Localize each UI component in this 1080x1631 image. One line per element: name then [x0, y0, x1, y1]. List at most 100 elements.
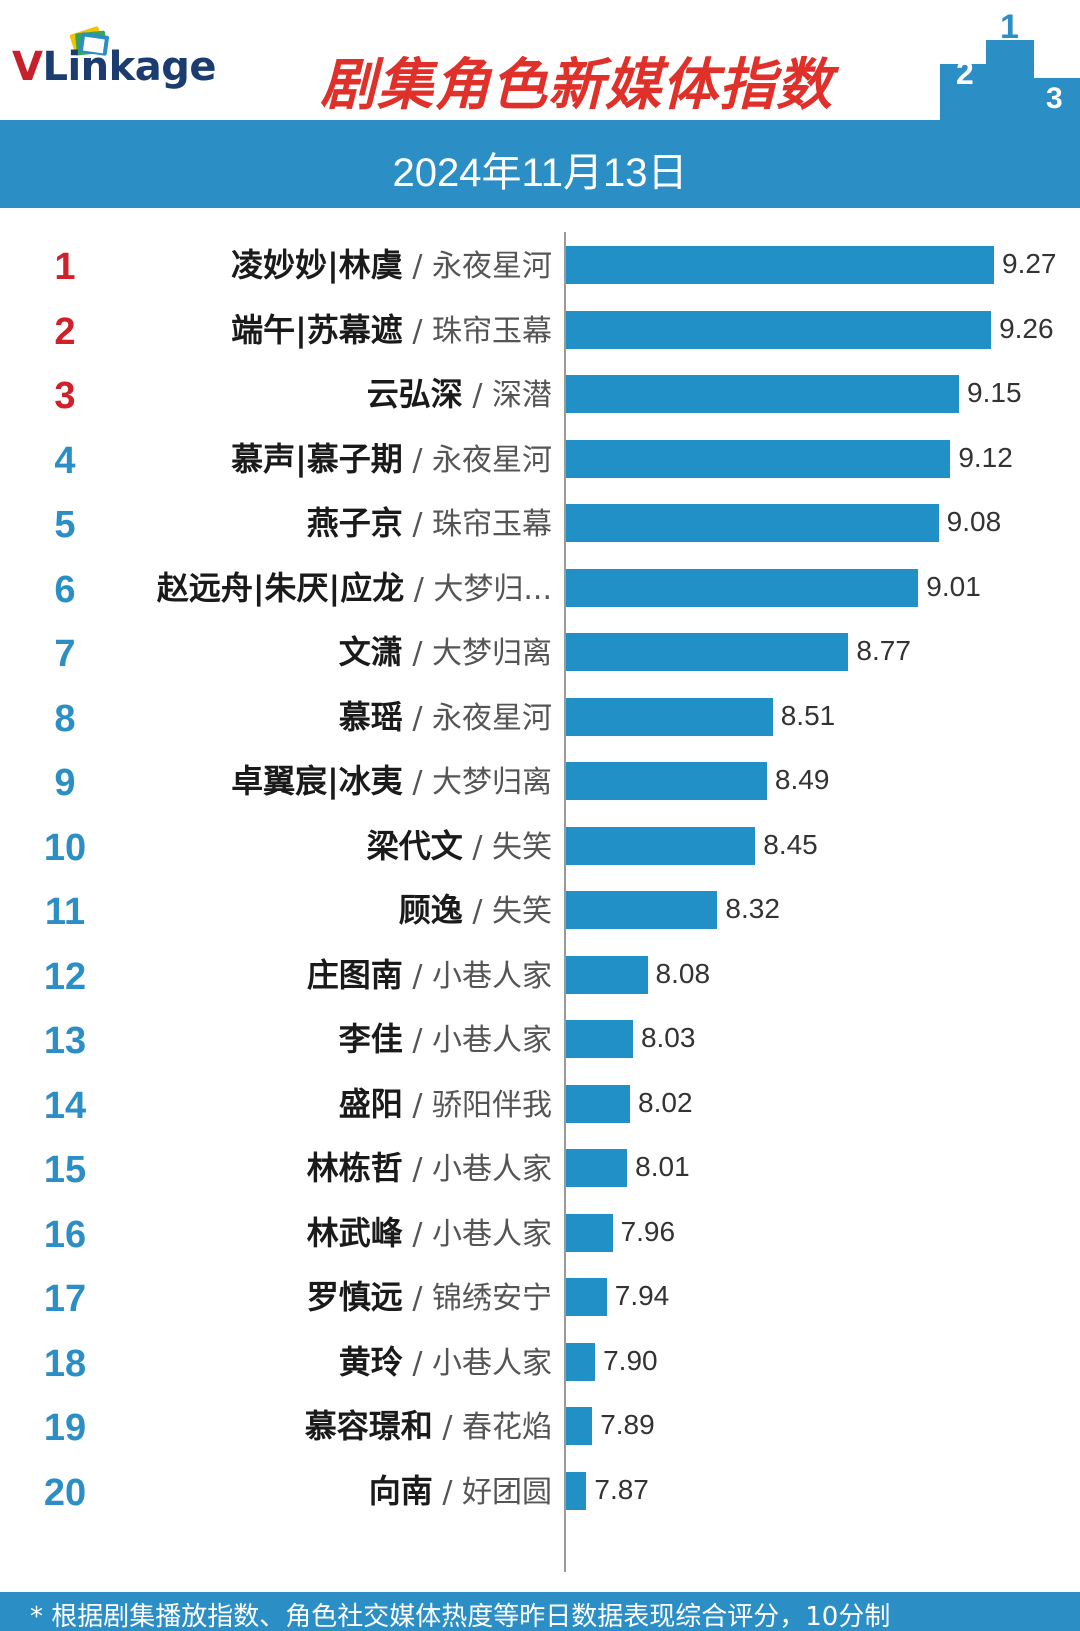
character-name: 向南: [368, 1471, 433, 1510]
label-separator: /: [462, 829, 492, 865]
chart-axis-line: [564, 232, 566, 1572]
value-label: 9.08: [946, 506, 1002, 537]
date-banner: [0, 120, 1080, 208]
show-name: 永夜星河: [432, 700, 552, 736]
show-name: 骄阳伴我: [432, 1087, 552, 1123]
character-name: 云弘深: [366, 375, 463, 413]
show-name: 失笑: [492, 829, 552, 865]
label-separator: /: [402, 1345, 432, 1381]
footer-banner: * 根据剧集播放指数、角色社交媒体热度等昨日数据表现综合评分，10分制: [0, 1592, 1080, 1631]
logo-cards-icon: [69, 26, 109, 56]
rank-number: 7: [54, 633, 76, 675]
rank-number: 10: [43, 826, 87, 869]
value-label: 8.03: [640, 1022, 696, 1053]
value-label: 8.51: [780, 699, 836, 731]
show-name: 大梦归离: [432, 636, 552, 671]
value-label: 9.01: [926, 570, 981, 602]
character-name: 赵远舟|朱厌|应龙: [156, 568, 405, 607]
bar: [566, 310, 992, 349]
podium-icon: 2 1 3: [940, 12, 1080, 120]
bar: [566, 955, 648, 994]
show-name: 小巷人家: [432, 1216, 552, 1252]
footnote: * 根据剧集播放指数、角色社交媒体热度等昨日数据表现综合评分，10分制: [30, 1602, 891, 1631]
bar: [566, 1084, 631, 1123]
category-label: 卓翼宸|冰夷 / 大梦归离: [231, 756, 552, 802]
show-name: 失笑: [492, 894, 552, 929]
show-name: 永夜星河: [432, 249, 552, 284]
label-separator: /: [402, 700, 432, 736]
category-label: 盛阳 / 骄阳伴我: [339, 1079, 552, 1125]
value-label: 8.32: [725, 893, 780, 924]
label-separator: /: [402, 249, 432, 284]
bar: [566, 1342, 596, 1381]
show-name: 大梦归...: [433, 571, 552, 607]
label-separator: /: [402, 1216, 432, 1252]
value-label: 8.02: [638, 1086, 693, 1118]
chart-title: 剧集角色新媒体指数: [320, 53, 833, 118]
category-label: 梁代文 / 失笑: [367, 821, 552, 867]
rank-number: 4: [54, 439, 76, 482]
show-name: 大梦归离: [432, 765, 552, 800]
bar: [566, 1407, 593, 1445]
label-separator: /: [402, 958, 432, 994]
show-name: 好团圆: [462, 1474, 552, 1510]
rank-number: 16: [43, 1213, 87, 1256]
category-label: 李佳 / 小巷人家: [339, 1014, 552, 1060]
category-label: 端午|苏幕遮 / 珠帘玉幕: [231, 305, 552, 351]
character-name: 李佳: [338, 1020, 403, 1058]
category-label: 林栋哲 / 小巷人家: [307, 1143, 552, 1189]
character-name: 慕瑶: [338, 697, 403, 736]
podium-label-2: 2: [956, 55, 974, 91]
podium-label-1: 1: [1000, 12, 1019, 46]
vlinkage-logo: VLinkage: [12, 44, 216, 90]
category-label: 云弘深 / 深潜: [367, 369, 552, 415]
rank-number: 9: [54, 762, 76, 804]
rank-number: 3: [54, 375, 76, 417]
bar: [566, 891, 718, 929]
value-label: 8.77: [856, 635, 911, 666]
rank-number: 20: [43, 1471, 87, 1514]
rank-number: 8: [54, 697, 76, 740]
show-name: 小巷人家: [432, 958, 552, 994]
label-separator: /: [432, 1474, 462, 1510]
rank-number: 13: [43, 1020, 87, 1062]
rank-number: 15: [43, 1149, 87, 1191]
character-name: 卓翼宸|冰夷: [231, 762, 403, 800]
chart-date: 2024年11月13日: [392, 151, 688, 195]
rank-number: 1: [54, 246, 76, 288]
value-label: 8.08: [655, 957, 711, 989]
character-name: 端午|苏幕遮: [231, 310, 403, 349]
value-label: 7.90: [603, 1344, 658, 1376]
value-label: 8.01: [635, 1151, 690, 1182]
category-label: 黄玲 / 小巷人家: [339, 1337, 552, 1383]
value-label: 9.26: [999, 312, 1054, 344]
show-name: 锦绣安宁: [432, 1281, 552, 1316]
show-name: 珠帘玉幕: [432, 507, 552, 542]
rank-number: 14: [43, 1084, 87, 1127]
category-label: 罗慎远 / 锦绣安宁: [307, 1272, 552, 1318]
rank-number: 2: [54, 310, 76, 353]
category-label: 慕声|慕子期 / 永夜星河: [231, 434, 552, 480]
character-name: 燕子京: [306, 504, 403, 542]
character-name: 盛阳: [338, 1084, 403, 1123]
label-separator: /: [402, 765, 432, 800]
character-name: 黄玲: [338, 1342, 403, 1381]
rank-number: 17: [43, 1278, 87, 1320]
rank-number: 19: [43, 1407, 87, 1449]
label-separator: /: [402, 507, 432, 542]
label-separator: /: [402, 1281, 432, 1316]
character-name: 文潇: [338, 633, 403, 671]
header: VLinkage 剧集角色新媒体指数 2 1 3: [0, 0, 1080, 120]
character-name: 林栋哲: [306, 1149, 403, 1187]
bar: [566, 1213, 613, 1252]
category-label: 向南 / 好团圆: [369, 1466, 552, 1512]
character-name: 顾逸: [398, 891, 463, 929]
category-label: 顾逸 / 失笑: [399, 885, 552, 931]
value-label: 8.45: [763, 828, 818, 860]
character-name: 梁代文: [366, 826, 463, 865]
podium-label-3: 3: [1046, 82, 1063, 115]
character-name: 罗慎远: [306, 1278, 403, 1316]
show-name: 春花焰: [462, 1410, 552, 1445]
rank-number: 18: [43, 1342, 87, 1385]
value-label: 7.96: [620, 1215, 676, 1247]
